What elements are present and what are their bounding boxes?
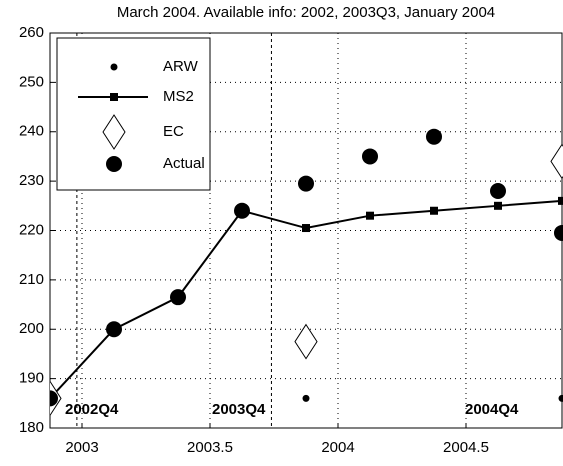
point bbox=[362, 148, 378, 164]
y-tick-label: 190 bbox=[19, 370, 44, 387]
y-tick-label: 180 bbox=[19, 419, 44, 436]
point bbox=[558, 197, 563, 205]
point bbox=[490, 183, 506, 199]
point bbox=[295, 325, 317, 359]
point bbox=[366, 212, 374, 220]
annotation: 2003Q4 bbox=[212, 401, 266, 418]
y-tick-label: 250 bbox=[19, 73, 44, 90]
point bbox=[426, 129, 442, 145]
point bbox=[106, 321, 122, 337]
y-tick-label: 230 bbox=[19, 172, 44, 189]
point bbox=[42, 390, 58, 406]
legend-label: MS2 bbox=[163, 88, 194, 105]
x-tick-label: 2004 bbox=[321, 439, 354, 456]
y-tick-label: 240 bbox=[19, 123, 44, 140]
point bbox=[298, 176, 314, 192]
y-tick-label: 220 bbox=[19, 221, 44, 238]
legend-label: ARW bbox=[163, 58, 199, 75]
x-tick-label: 2003.5 bbox=[187, 439, 233, 456]
legend-label: Actual bbox=[163, 155, 205, 172]
point bbox=[551, 144, 563, 178]
y-tick-label: 260 bbox=[19, 24, 44, 41]
point bbox=[430, 207, 438, 215]
y-tick-label: 210 bbox=[19, 271, 44, 288]
annotation: 2002Q4 bbox=[65, 401, 119, 418]
x-tick-label: 2004.5 bbox=[443, 439, 489, 456]
point bbox=[303, 395, 310, 402]
legend-marker bbox=[111, 64, 118, 71]
legend-label: EC bbox=[163, 123, 184, 140]
point bbox=[234, 203, 250, 219]
legend-marker bbox=[110, 93, 118, 101]
x-tick-label: 2003 bbox=[65, 439, 98, 456]
point bbox=[170, 289, 186, 305]
point bbox=[554, 225, 563, 241]
point bbox=[494, 202, 502, 210]
legend-marker bbox=[106, 156, 122, 172]
annotation: 2004Q4 bbox=[465, 401, 519, 418]
point bbox=[559, 395, 563, 402]
y-tick-label: 200 bbox=[19, 320, 44, 337]
point bbox=[302, 224, 310, 232]
chart-title: March 2004. Available info: 2002, 2003Q3… bbox=[117, 4, 495, 21]
